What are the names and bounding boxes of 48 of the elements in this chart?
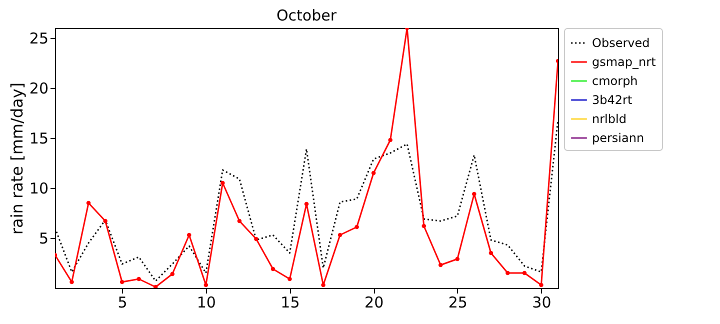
- legend-label: persiann: [592, 131, 644, 145]
- point: [103, 218, 108, 224]
- point: [539, 282, 544, 288]
- point: [187, 232, 192, 238]
- point: [488, 250, 494, 256]
- x-tick-label: 30: [532, 294, 552, 312]
- y-axis-title: rain rate [mm/day]: [7, 82, 26, 235]
- point: [270, 266, 276, 272]
- legend-label: cmorph: [592, 74, 638, 88]
- point: [204, 282, 208, 288]
- y-tick-label: 25: [29, 30, 48, 48]
- y-tick-label: 5: [38, 230, 48, 248]
- point: [472, 192, 476, 196]
- x-tick-label: 15: [280, 294, 300, 312]
- point: [522, 270, 527, 276]
- point: [455, 256, 460, 262]
- point: [422, 224, 426, 228]
- y-tick-label: 20: [29, 80, 48, 98]
- point: [371, 170, 376, 176]
- legend-label: Observed: [592, 36, 650, 50]
- x-tick-label: 20: [364, 294, 384, 312]
- point: [338, 232, 342, 238]
- point: [153, 284, 158, 288]
- point: [288, 276, 292, 282]
- point: [388, 138, 392, 142]
- point: [354, 224, 359, 230]
- legend-label: 3b42rt: [592, 93, 632, 107]
- point: [120, 280, 124, 284]
- point: [237, 218, 242, 224]
- point: [86, 200, 91, 206]
- point: [220, 180, 225, 186]
- point: [506, 270, 510, 276]
- y-tick-label: 10: [29, 180, 48, 198]
- x-tick-label: 5: [118, 294, 128, 312]
- chart-title: October: [276, 6, 338, 24]
- line-series: [55, 28, 558, 288]
- point: [136, 276, 141, 282]
- legend-label: gsmap_nrt: [592, 55, 656, 69]
- point: [254, 236, 258, 242]
- legend-label: nrlbld: [592, 112, 626, 126]
- point: [321, 282, 326, 288]
- x-tick-label: 25: [448, 294, 468, 312]
- x-tick-label: 10: [196, 294, 216, 312]
- point: [438, 262, 443, 268]
- y-tick-label: 15: [29, 130, 48, 148]
- point: [70, 280, 74, 284]
- point: [304, 202, 309, 206]
- point: [170, 272, 174, 276]
